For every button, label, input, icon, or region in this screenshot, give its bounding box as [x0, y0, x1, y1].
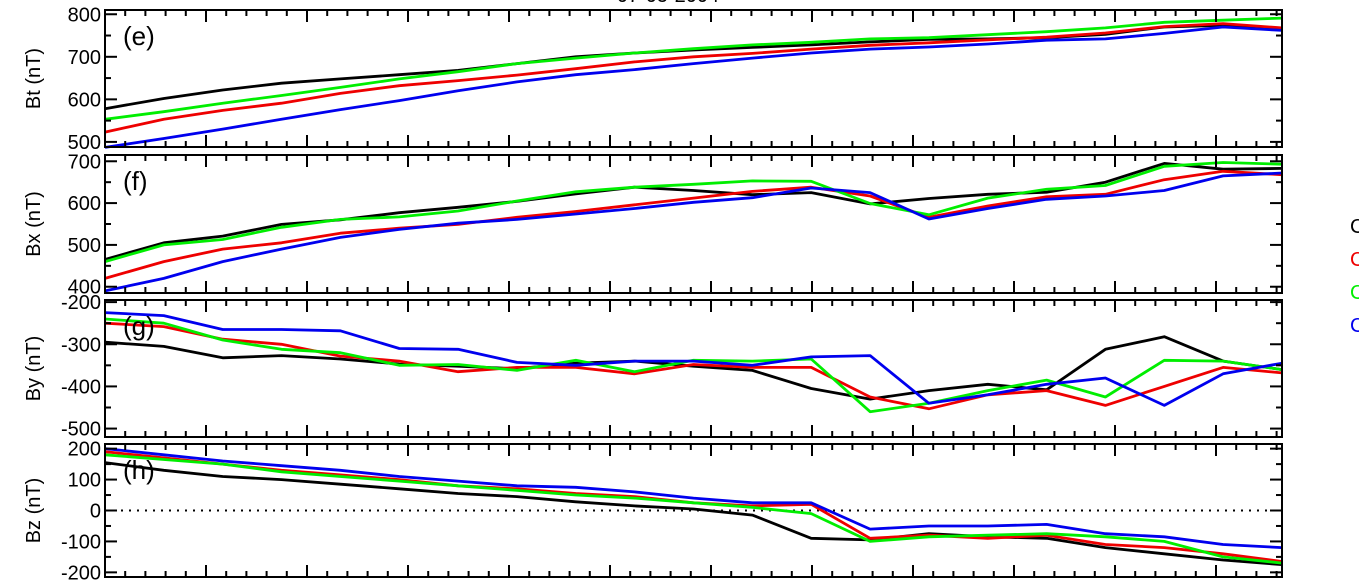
series-line-0-1: [104, 22, 1283, 134]
y-tick-label: 500: [68, 132, 101, 154]
plot-date-title: 07-05-2004: [617, 0, 719, 7]
y-tick-label: 100: [68, 470, 101, 492]
panel-label: (f): [123, 166, 148, 196]
series-line-1-3: [104, 171, 1283, 293]
y-tick-label: -200: [61, 292, 101, 314]
y-tick-label: 600: [68, 89, 101, 111]
series-line-2-0: [104, 335, 1283, 401]
y-tick-label: 600: [68, 193, 101, 215]
series-line-3-0: [104, 461, 1283, 566]
panel-label: (g): [123, 311, 155, 341]
panel-frame: [104, 299, 1283, 438]
panel-2: -200 -300 -400 -500 By (nT) (g): [23, 292, 1283, 441]
y-tick-label: 700: [68, 47, 101, 69]
series-line-3-3: [104, 447, 1283, 549]
legend-entry-3: C: [1350, 315, 1359, 337]
y-axis-title: Bt (nT): [23, 48, 45, 109]
panel-0: 500 600 700 800 Bt (nT) (e): [23, 4, 1283, 154]
legend-entry-2: C: [1350, 282, 1359, 304]
y-axis-title: Bz (nT): [23, 478, 45, 544]
panel-1: 400 500 600 700 Bx (nT) (f): [23, 151, 1283, 299]
y-tick-label: -500: [61, 419, 101, 441]
y-tick-label: 0: [90, 501, 101, 523]
series-line-0-3: [104, 25, 1283, 149]
y-tick-label: 800: [68, 4, 101, 26]
series-line-0-2: [104, 16, 1283, 121]
panel-3: 200 100 0 -100 -200 Bz (nT) (h): [23, 439, 1283, 581]
y-axis-title: Bx (nT): [23, 191, 45, 257]
series-line-2-3: [104, 311, 1283, 407]
y-tick-label: 500: [68, 235, 101, 257]
y-tick-label: -300: [61, 334, 101, 356]
y-tick-label: -100: [61, 531, 101, 553]
y-tick-label: 200: [68, 439, 101, 461]
y-tick-label: -200: [61, 562, 101, 581]
panel-label: (e): [123, 21, 155, 51]
series-line-1-2: [104, 161, 1283, 263]
y-axis-title: By (nT): [23, 336, 45, 402]
legend-entry-1: C: [1350, 249, 1359, 271]
series-line-3-2: [104, 453, 1283, 565]
series-line-2-1: [104, 321, 1283, 411]
y-tick-label: -400: [61, 376, 101, 398]
legend-entry-0: C: [1350, 216, 1359, 238]
panel-label: (h): [123, 455, 155, 485]
series-line-1-1: [104, 169, 1283, 280]
y-tick-label: 700: [68, 151, 101, 173]
panels: 500 600 700 800 Bt (nT) (e) 400 500 600 700 Bx (nT…: [23, 4, 1283, 581]
y-tick-label: 400: [68, 277, 101, 299]
